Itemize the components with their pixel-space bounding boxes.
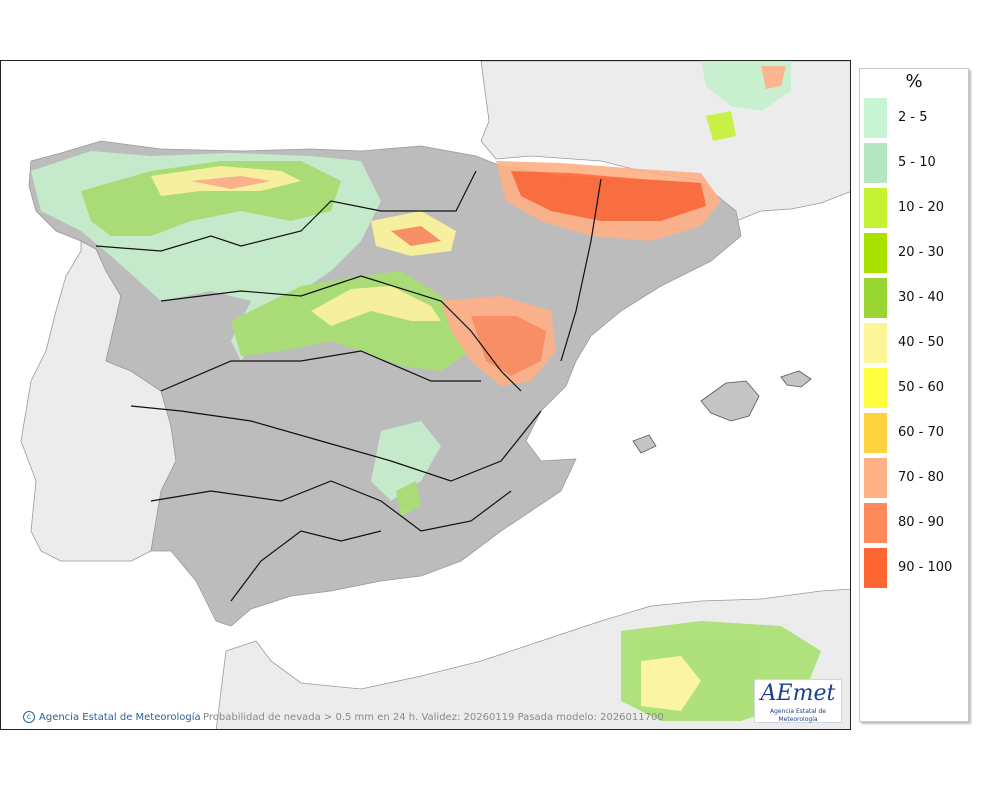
legend-swatch [864,367,887,408]
legend-swatch [864,547,887,588]
legend-label: 2 - 5 [898,110,928,125]
aemet-logo-mark: AEmet [760,681,836,706]
legend-title: % [905,71,923,92]
probability-legend: % 2 - 5 5 - 10 10 - 20 20 - 30 30 - 40 40 - 5… [859,68,969,722]
legend-item: 2 - 5 [864,95,952,140]
legend-label: 60 - 70 [898,425,945,440]
legend-label: 90 - 100 [898,560,953,575]
legend-swatch [864,97,887,138]
agency-credit: c Agencia Estatal de Meteorología [23,711,201,723]
legend-swatch [864,322,887,363]
legend-swatch [864,277,887,318]
map-caption: Probabilidad de nevada > 0.5 mm en 24 h.… [203,712,664,723]
legend-swatch [864,502,887,543]
legend-item: 5 - 10 [864,140,952,185]
legend-item: 10 - 20 [864,185,952,230]
legend-label: 70 - 80 [898,470,945,485]
legend-label: 5 - 10 [898,155,936,170]
legend-swatch [864,187,887,228]
menorca-island [780,370,812,388]
snowfall-probability-map: c Agencia Estatal de Meteorología Probab… [0,60,851,730]
legend-item: 90 - 100 [864,545,952,590]
mallorca-island [700,380,760,422]
legend-item: 30 - 40 [864,275,952,320]
region-borders [95,170,602,602]
legend-swatch [864,457,887,498]
aemet-logo-subtitle: Agencia Estatal de Meteorología [769,708,826,723]
map-canvas [20,61,850,729]
legend-label: 10 - 20 [898,200,945,215]
legend-swatch [864,142,887,183]
legend-item: 50 - 60 [864,365,952,410]
legend-label: 30 - 40 [898,290,945,305]
aemet-logo: AEmet Agencia Estatal de Meteorología [754,679,842,723]
legend-label: 20 - 30 [898,245,945,260]
legend-item: 40 - 50 [864,320,952,365]
legend-item: 80 - 90 [864,500,952,545]
probability-shading [31,61,821,721]
legend-label: 40 - 50 [898,335,945,350]
legend-item: 60 - 70 [864,410,952,455]
legend-list: 2 - 5 5 - 10 10 - 20 20 - 30 30 - 40 40 - 50 5… [864,95,952,590]
legend-swatch [864,412,887,453]
legend-label: 80 - 90 [898,515,945,530]
legend-label: 50 - 60 [898,380,945,395]
legend-item: 70 - 80 [864,455,952,500]
copyright-icon: c [23,711,35,723]
agency-credit-text: Agencia Estatal de Meteorología [39,711,201,723]
legend-item: 20 - 30 [864,230,952,275]
legend-swatch [864,232,887,273]
ibiza-island [632,434,657,454]
